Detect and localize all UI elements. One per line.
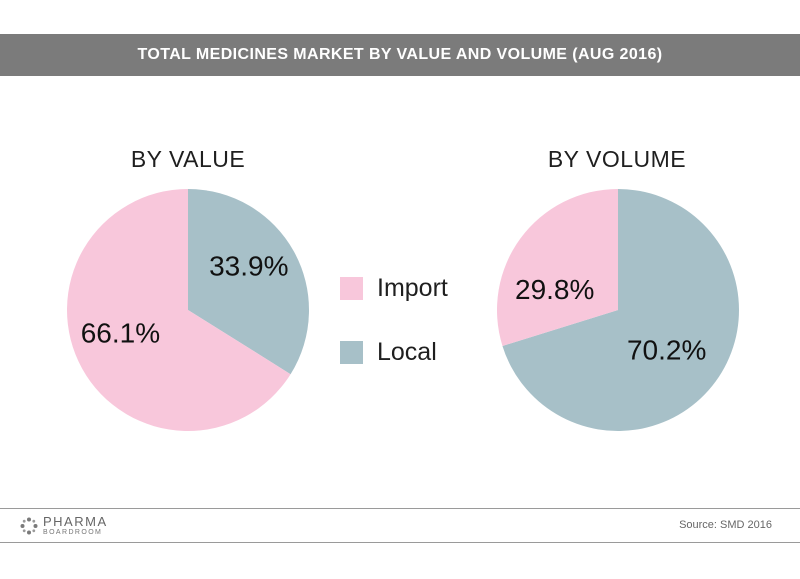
pie-slice-import bbox=[66, 189, 291, 431]
footer-top-divider bbox=[0, 508, 800, 509]
chart-title-by-volume: BY VOLUME bbox=[547, 146, 687, 172]
dots-icon bbox=[20, 517, 38, 534]
slice-label-local: 70.2% bbox=[627, 334, 706, 365]
legend-swatch-import bbox=[340, 276, 363, 300]
logo-text: PHARMA BOARDROOM bbox=[43, 515, 108, 536]
pie-chart-by-value: 33.9% 66.1% bbox=[66, 189, 309, 431]
slice-label-import: 29.8% bbox=[515, 274, 594, 305]
logo-sub-text: BOARDROOM bbox=[43, 529, 103, 536]
legend-item-local: Local bbox=[340, 332, 448, 372]
chart-title-by-value: BY VALUE bbox=[130, 146, 246, 172]
legend-label-import: Import bbox=[377, 273, 448, 302]
slice-label-local: 33.9% bbox=[209, 251, 288, 282]
logo-main-text: PHARMA bbox=[43, 514, 108, 529]
pie-chart-by-volume: 70.2% 29.8% bbox=[496, 189, 739, 431]
pie-slice-local bbox=[188, 189, 309, 375]
title-bar: TOTAL MEDICINES MARKET BY VALUE AND VOLU… bbox=[0, 34, 800, 76]
legend-label-local: Local bbox=[377, 337, 437, 366]
pie-slice-local bbox=[502, 189, 739, 431]
legend-item-import: Import bbox=[340, 268, 448, 308]
legend-swatch-local bbox=[340, 340, 363, 364]
logo: PHARMA BOARDROOM bbox=[20, 515, 108, 536]
source-note: Source: SMD 2016 bbox=[679, 519, 772, 531]
pie-slice-import bbox=[496, 189, 618, 346]
slice-label-import: 66.1% bbox=[81, 317, 160, 348]
footer-bottom-divider bbox=[0, 542, 800, 543]
page-title: TOTAL MEDICINES MARKET BY VALUE AND VOLU… bbox=[137, 46, 663, 63]
legend: Import Local bbox=[340, 268, 448, 396]
